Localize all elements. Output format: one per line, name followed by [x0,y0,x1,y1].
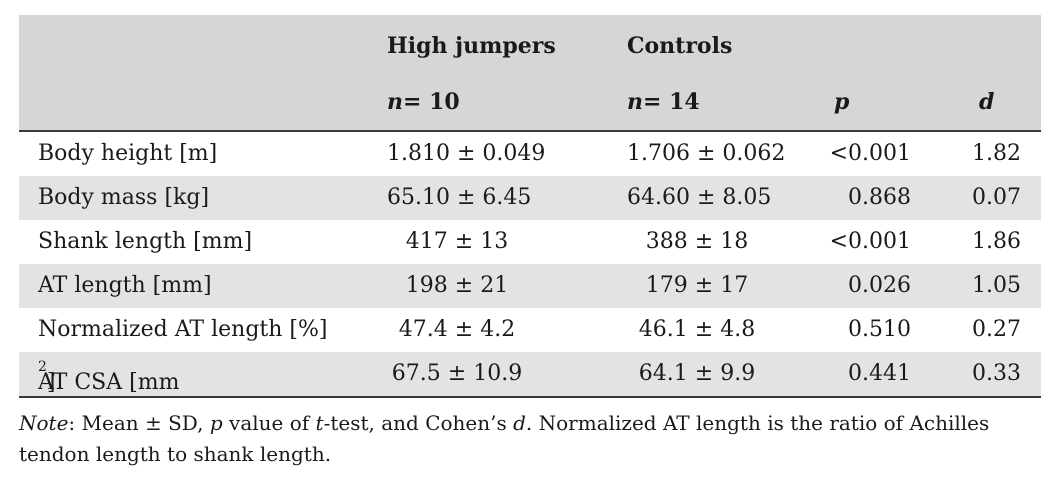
table-row: AT CSA [mm 2] 67.5 ± 10.9 64.1 ± 9.9 0.44… [19,352,1041,396]
note-prefix: Note [19,411,69,435]
note-d-symbol: d [513,411,526,435]
table-row: Shank length [mm] 417 ± 13 388 ± 18 <0.0… [19,220,1041,264]
table-header: High jumpers Controls n= 10 n= 14 p d [19,15,1041,132]
cell-d: 1.05 [972,273,1021,298]
cell-controls: 64.60 ± 8.05 [627,185,772,210]
cell-d: 1.82 [972,141,1021,166]
cell-d: 1.86 [972,229,1021,254]
cell-high-jumpers: 1.810 ± 0.049 [387,141,546,166]
cell-d: 0.27 [972,317,1021,342]
row-label-end: ] [46,370,56,395]
row-label-superscript: 2 [38,359,47,375]
table-note: Note: Mean ± SD, p value of t-test, and … [19,408,1029,470]
table-row: AT length [mm] 198 ± 21 179 ± 17 0.026 1… [19,264,1041,308]
cell-high-jumpers: 67.5 ± 10.9 [391,361,523,386]
cell-p: <0.001 [829,141,911,166]
note-text: value of [222,411,316,435]
row-label: AT length [mm] [38,273,212,298]
cell-high-jumpers: 47.4 ± 4.2 [398,317,516,342]
row-label: Body mass [kg] [38,185,210,210]
cell-controls: 46.1 ± 4.8 [638,317,756,342]
row-label: Body height [m] [38,141,218,166]
row-label: Shank length [mm] [38,229,253,254]
cell-high-jumpers: 198 ± 21 [405,273,509,298]
row-label-text: AT CSA [mm [38,370,180,395]
cell-controls: 1.706 ± 0.062 [627,141,786,166]
table-row: Normalized AT length [%] 47.4 ± 4.2 46.1… [19,308,1041,352]
note-text: : Mean ± SD, [68,411,210,435]
note-text: -test, and Cohen’s [323,411,514,435]
note-text: . Normalized AT length is the ratio of A… [19,411,990,466]
cell-p: <0.001 [829,229,911,254]
table-row: Body mass [kg] 65.10 ± 6.45 64.60 ± 8.05… [19,176,1041,220]
cell-controls: 64.1 ± 9.9 [638,361,756,386]
cell-d: 0.07 [972,185,1021,210]
n-symbol: n [627,89,643,115]
table-row: Body height [m] 1.810 ± 0.049 1.706 ± 0.… [19,132,1041,176]
note-p-symbol: p [209,411,223,435]
column-header-controls: Controls [627,33,733,59]
table-bottom-rule [19,396,1041,398]
sample-size-controls: n= 14 [627,89,700,115]
note-t-symbol: t [315,411,324,435]
column-header-p: p [834,89,850,115]
row-label: AT CSA [mm 2] [38,359,179,395]
column-header-high-jumpers: High jumpers [387,33,556,59]
cell-controls: 179 ± 17 [645,273,749,298]
sample-size-high-jumpers: n= 10 [387,89,460,115]
cell-p: 0.026 [848,273,911,298]
cell-p: 0.510 [848,317,911,342]
cell-controls: 388 ± 18 [645,229,749,254]
cell-d: 0.33 [972,361,1021,386]
n-value: = 14 [643,89,700,115]
cell-high-jumpers: 417 ± 13 [405,229,509,254]
cell-p: 0.868 [848,185,911,210]
data-table: High jumpers Controls n= 10 n= 14 p d Bo… [19,15,1041,398]
cell-p: 0.441 [848,361,911,386]
row-label: Normalized AT length [%] [38,317,328,342]
cell-high-jumpers: 65.10 ± 6.45 [387,185,532,210]
n-value: = 10 [403,89,460,115]
n-symbol: n [387,89,403,115]
column-header-d: d [979,89,995,115]
